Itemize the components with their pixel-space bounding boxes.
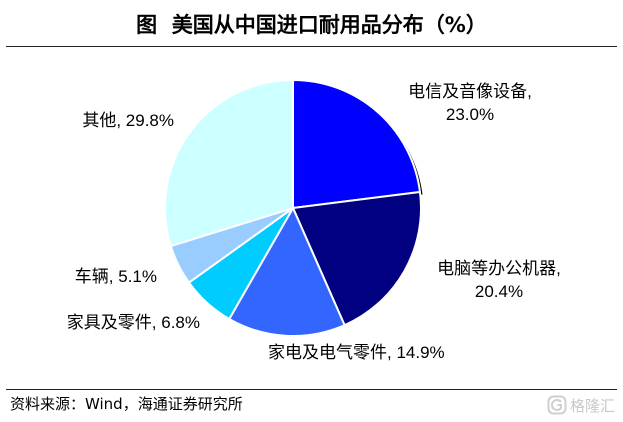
watermark: 格隆汇 (547, 394, 615, 416)
pie-data-label: 电脑等办公机器, 20.4% (437, 259, 561, 301)
watermark-logo-icon (547, 395, 567, 415)
source-note: 资料来源：Wind，海通证券研究所 (6, 389, 617, 419)
pie-labels: 电信及音像设备, 23.0% 电脑等办公机器, 20.4% 家电及电气零件, 14.9%… (67, 82, 561, 362)
pie-slice (292, 190, 422, 327)
pie-data-label: 车辆, 5.1% (75, 267, 157, 286)
pie-data-label: 电信及音像设备, 23.0% (408, 82, 532, 124)
chart-title: 图 美国从中国进口耐用品分布（%） (6, 0, 617, 47)
watermark-text: 格隆汇 (569, 396, 615, 415)
pie-data-label: 其他, 29.8% (82, 111, 174, 130)
pie-slice (228, 207, 346, 337)
pie-data-label: 家具及零件, 6.8% (67, 313, 200, 332)
pie-data-label: 家电及电气零件, 14.9% (268, 343, 445, 362)
pie-slice (164, 79, 294, 248)
pie-slices (164, 79, 423, 337)
pie-slice (292, 79, 421, 209)
